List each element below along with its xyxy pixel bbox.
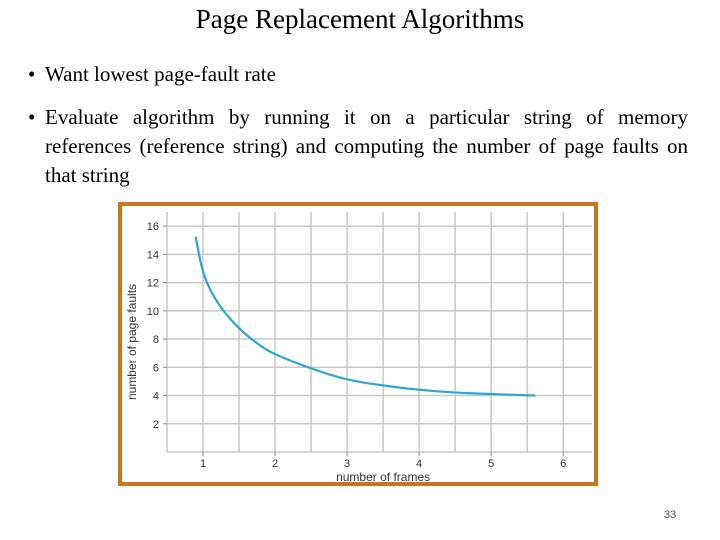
page-fault-curve (194, 236, 536, 397)
y-tick-label: 16 (147, 221, 159, 233)
x-tick-label: 6 (560, 458, 566, 470)
x-tick-label: 3 (344, 458, 350, 470)
bullet-text: Want lowest page-fault rate (45, 62, 276, 86)
x-tick-label: 1 (200, 458, 206, 470)
bullet-icon: • (28, 105, 36, 129)
x-tick-label: 4 (416, 458, 422, 470)
bullet-item: • Want lowest page-fault rate (28, 60, 688, 89)
x-tick-label: 5 (488, 458, 494, 470)
slide-number: 33 (664, 509, 677, 521)
bullet-item: • Evaluate algorithm by running it on a … (28, 103, 688, 190)
x-axis-label: number of frames (336, 470, 430, 482)
chart-series (194, 236, 536, 397)
y-tick-label: 10 (147, 306, 159, 318)
y-tick-label: 6 (153, 362, 159, 374)
x-tick-label: 2 (272, 458, 278, 470)
chart-grid (166, 212, 592, 453)
bullet-icon: • (28, 62, 36, 86)
bullet-text: Evaluate algorithm by running it on a pa… (45, 105, 688, 187)
y-tick-label: 14 (147, 249, 159, 261)
y-tick-label: 8 (153, 334, 159, 346)
slide-title: Page Replacement Algorithms (195, 4, 525, 34)
y-axis-label: number of page faults (125, 284, 139, 400)
y-tick-label: 2 (153, 419, 159, 431)
y-tick-label: 4 (153, 391, 159, 403)
y-tick-label: 12 (147, 278, 159, 290)
chart-frame: 2 4 6 8 10 12 14 16 1 2 3 4 5 6 number of frames numb… (118, 202, 598, 486)
